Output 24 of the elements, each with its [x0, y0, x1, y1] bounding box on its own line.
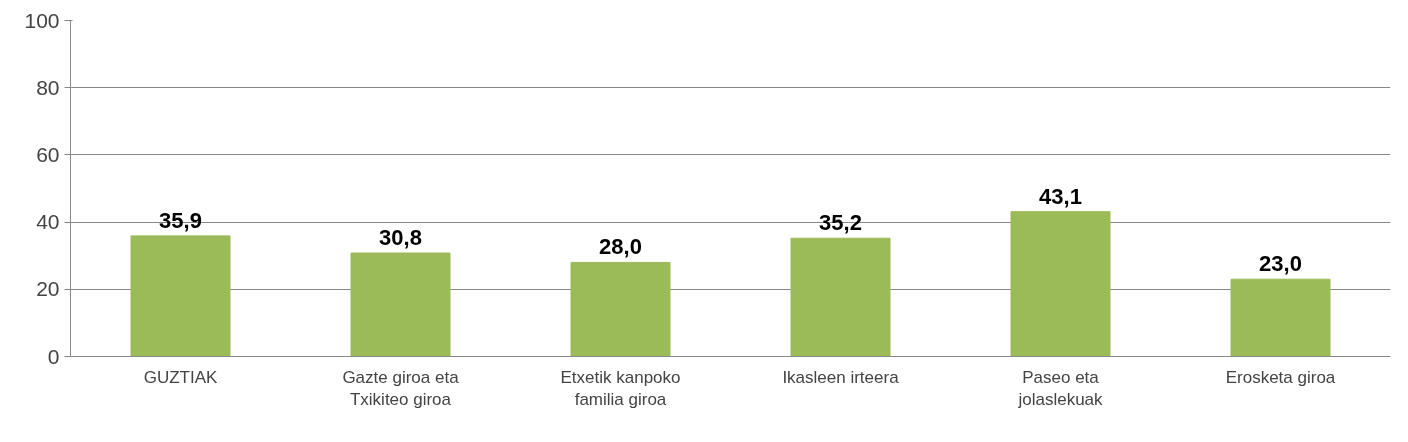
y-tick-label: 60	[36, 142, 60, 166]
x-tick-label: Erosketa giroa	[1225, 367, 1336, 387]
bar	[130, 235, 231, 357]
data-label: 28,0	[599, 234, 642, 260]
data-label: 35,9	[159, 207, 202, 233]
x-tick-label: Ikasleen irteera	[782, 367, 900, 387]
y-tick-label: 100	[24, 8, 60, 32]
bar	[1010, 211, 1111, 357]
x-tick-label: Gazte giroa eta Txikiteo giroa	[342, 367, 460, 410]
bar	[570, 261, 671, 357]
bar	[790, 237, 891, 357]
data-label: 35,2	[819, 210, 862, 236]
y-tick-label: 0	[47, 344, 60, 368]
y-tick-label: 40	[36, 210, 60, 234]
x-tick-label: Etxetik kanpoko familia giroa	[560, 367, 681, 410]
x-tick-label: Paseo eta jolaslekuak	[1017, 367, 1104, 410]
y-tick-label: 20	[36, 277, 60, 301]
data-label: 43,1	[1039, 183, 1082, 209]
data-label: 23,0	[1259, 251, 1302, 277]
x-tick-label: GUZTIAK	[143, 367, 218, 387]
data-label: 30,8	[379, 225, 422, 251]
bar	[1230, 278, 1331, 357]
bar	[350, 252, 451, 357]
y-tick-label: 80	[36, 75, 60, 99]
